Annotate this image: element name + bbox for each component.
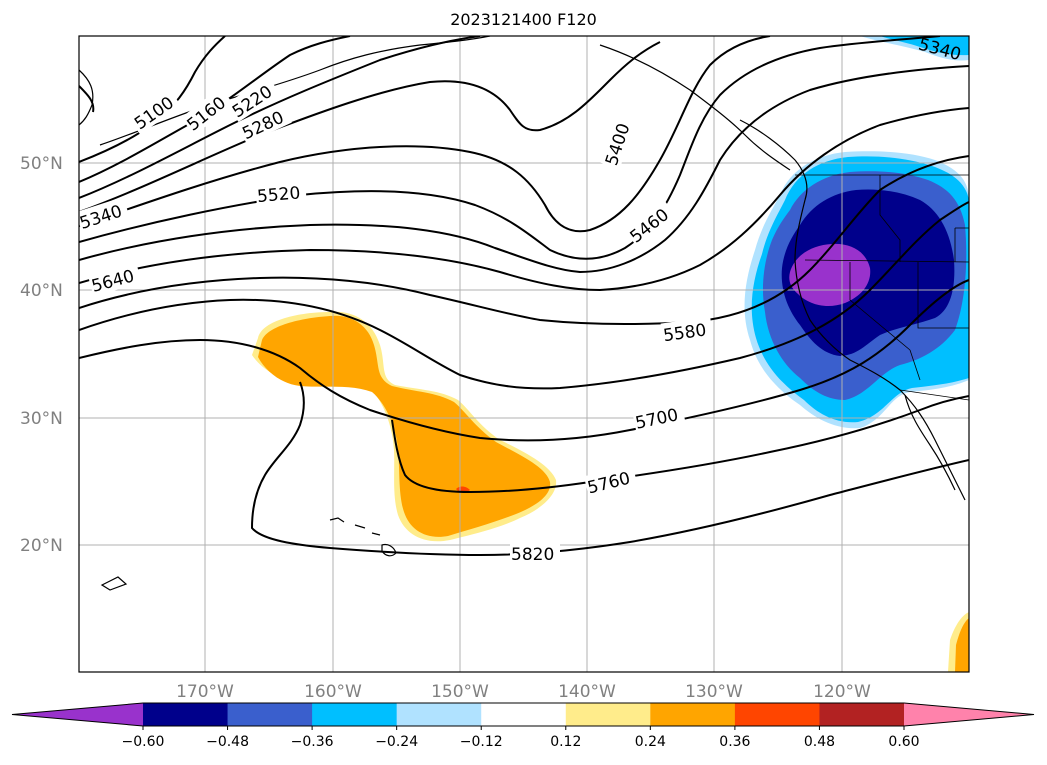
colorbar-tick-label: −0.36: [291, 734, 334, 750]
contour-5760: [250, 381, 969, 557]
colorbar-tick-label: −0.12: [460, 734, 503, 750]
latitude-labels: 50°N 40°N 30°N 20°N: [20, 154, 63, 556]
contour-5460: [79, 65, 969, 274]
positive-anomaly-main: [258, 315, 551, 537]
hawaii-islands: [329, 517, 397, 557]
lat-label-50: 50°N: [20, 154, 63, 174]
colorbar-segment: [143, 703, 229, 726]
map-plot-area: 5100 5160 5220 5280 5340 5400 5460 5520 …: [77, 36, 969, 672]
contour-5580: [79, 155, 969, 326]
lon-label-170: 170°W: [176, 682, 234, 702]
colorbar-tick-label: −0.48: [206, 734, 249, 750]
colorbar-ticks: −0.60 −0.48 −0.36 −0.24 −0.12 0.12 0.24 0.36 0.4…: [122, 726, 920, 750]
colorbar-segment: [227, 703, 313, 726]
colorbar-segment: [565, 703, 651, 726]
colorbar-tick-label: 0.48: [804, 734, 835, 750]
gridlines: [79, 36, 969, 672]
small-island: [100, 576, 128, 591]
northwest-coast: [79, 69, 94, 126]
contour-label: 5340: [77, 201, 124, 233]
state-borders: [795, 174, 969, 401]
contour-5340: [79, 36, 771, 233]
contour-label: 5400: [602, 121, 634, 168]
colorbar-tick-label: −0.24: [375, 734, 418, 750]
longitude-labels: 170°W 160°W 150°W 140°W 130°W 120°W: [176, 682, 871, 702]
colorbar-tick-label: 0.24: [635, 734, 666, 750]
border-extra: [954, 227, 969, 262]
contour-label: 5760: [586, 469, 633, 499]
colorbar-extend-min: [12, 703, 143, 726]
contour-label: 5640: [89, 266, 136, 297]
colorbar-extend-max: [904, 703, 1034, 726]
lon-label-140: 140°W: [558, 682, 616, 702]
border-az: [909, 349, 921, 381]
lon-label-120: 120°W: [813, 682, 871, 702]
lon-label-150: 150°W: [431, 682, 489, 702]
lat-label-20: 20°N: [20, 536, 63, 556]
colorbar-segment: [312, 703, 398, 726]
lon-label-160: 160°W: [304, 682, 362, 702]
colorbar-tick-label: 0.12: [550, 734, 581, 750]
lon-label-130: 130°W: [685, 682, 743, 702]
contour-label: 5520: [256, 183, 301, 207]
colorbar-segment: [734, 703, 820, 726]
lat-label-40: 40°N: [20, 281, 63, 301]
contour-5280: [79, 41, 661, 213]
negative-anomaly-top-2: [880, 36, 969, 56]
baja: [904, 394, 956, 491]
colorbar-tick-label: 0.36: [719, 734, 750, 750]
border-ca-nv: [849, 262, 911, 351]
contour-small: [79, 85, 95, 113]
colorbar-segment: [819, 703, 905, 726]
alaska-coast: [99, 36, 491, 146]
colorbar-segment: [396, 703, 482, 726]
border-ut: [917, 262, 969, 329]
coastlines: [79, 36, 966, 591]
contour-5520: [79, 107, 969, 292]
colorbar-tick-label: −0.60: [122, 734, 165, 750]
border-or-ca: [804, 259, 969, 263]
colorbar-segment: [481, 703, 567, 726]
map-title: 2023121400 F120: [450, 10, 597, 29]
contour-5100: [79, 36, 226, 163]
lat-label-30: 30°N: [20, 409, 63, 429]
colorbar-segment: [650, 703, 736, 726]
us-west-coast: [794, 199, 966, 501]
canada-coast: [739, 119, 808, 201]
contour-label: 5820: [511, 545, 554, 565]
colorbar-tick-label: 0.60: [888, 734, 919, 750]
contour-5220: [79, 36, 481, 199]
alaska-panhandle: [599, 44, 791, 171]
map-frame: [78, 35, 970, 673]
contour-5700: [79, 279, 969, 442]
colorbar: [11, 702, 1035, 727]
border-id-mt: [879, 175, 901, 262]
positive-anomaly-corner-main: [955, 618, 969, 672]
contour-5640: [79, 201, 969, 390]
contour-label: 5700: [634, 405, 680, 434]
